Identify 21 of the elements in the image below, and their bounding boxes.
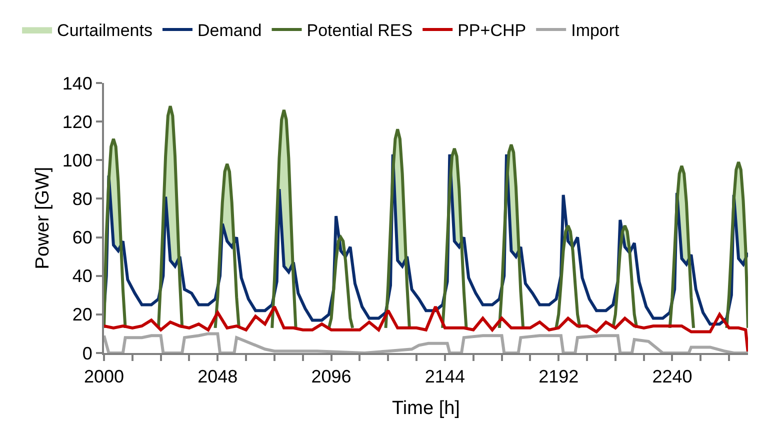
legend-label: Potential RES (306, 21, 413, 40)
x-tick-label: 2096 (311, 366, 352, 387)
y-tick-label: 120 (62, 112, 92, 132)
y-axis-title: Power [GW] (32, 166, 54, 270)
y-tick-label: 140 (62, 73, 92, 94)
y-tick-label: 20 (72, 304, 92, 325)
y-tick-label: 40 (72, 266, 92, 286)
x-tick-label: 2240 (652, 366, 692, 387)
y-tick-label: 100 (62, 150, 92, 170)
legend-label: Demand (197, 21, 262, 40)
y-tick-label: 0 (82, 343, 92, 364)
x-tick-label: 2000 (84, 366, 124, 387)
legend-label: Import (571, 21, 620, 40)
legend-label: Curtailments (57, 21, 152, 40)
y-tick-label: 80 (72, 189, 92, 210)
y-tick-label: 60 (72, 228, 92, 248)
x-tick-label: 2048 (198, 366, 238, 387)
x-tick-label: 2192 (538, 366, 579, 387)
x-tick-label: 2144 (424, 366, 465, 387)
x-axis-title: Time [h] (392, 398, 460, 419)
legend-label: PP+CHP (458, 21, 526, 40)
